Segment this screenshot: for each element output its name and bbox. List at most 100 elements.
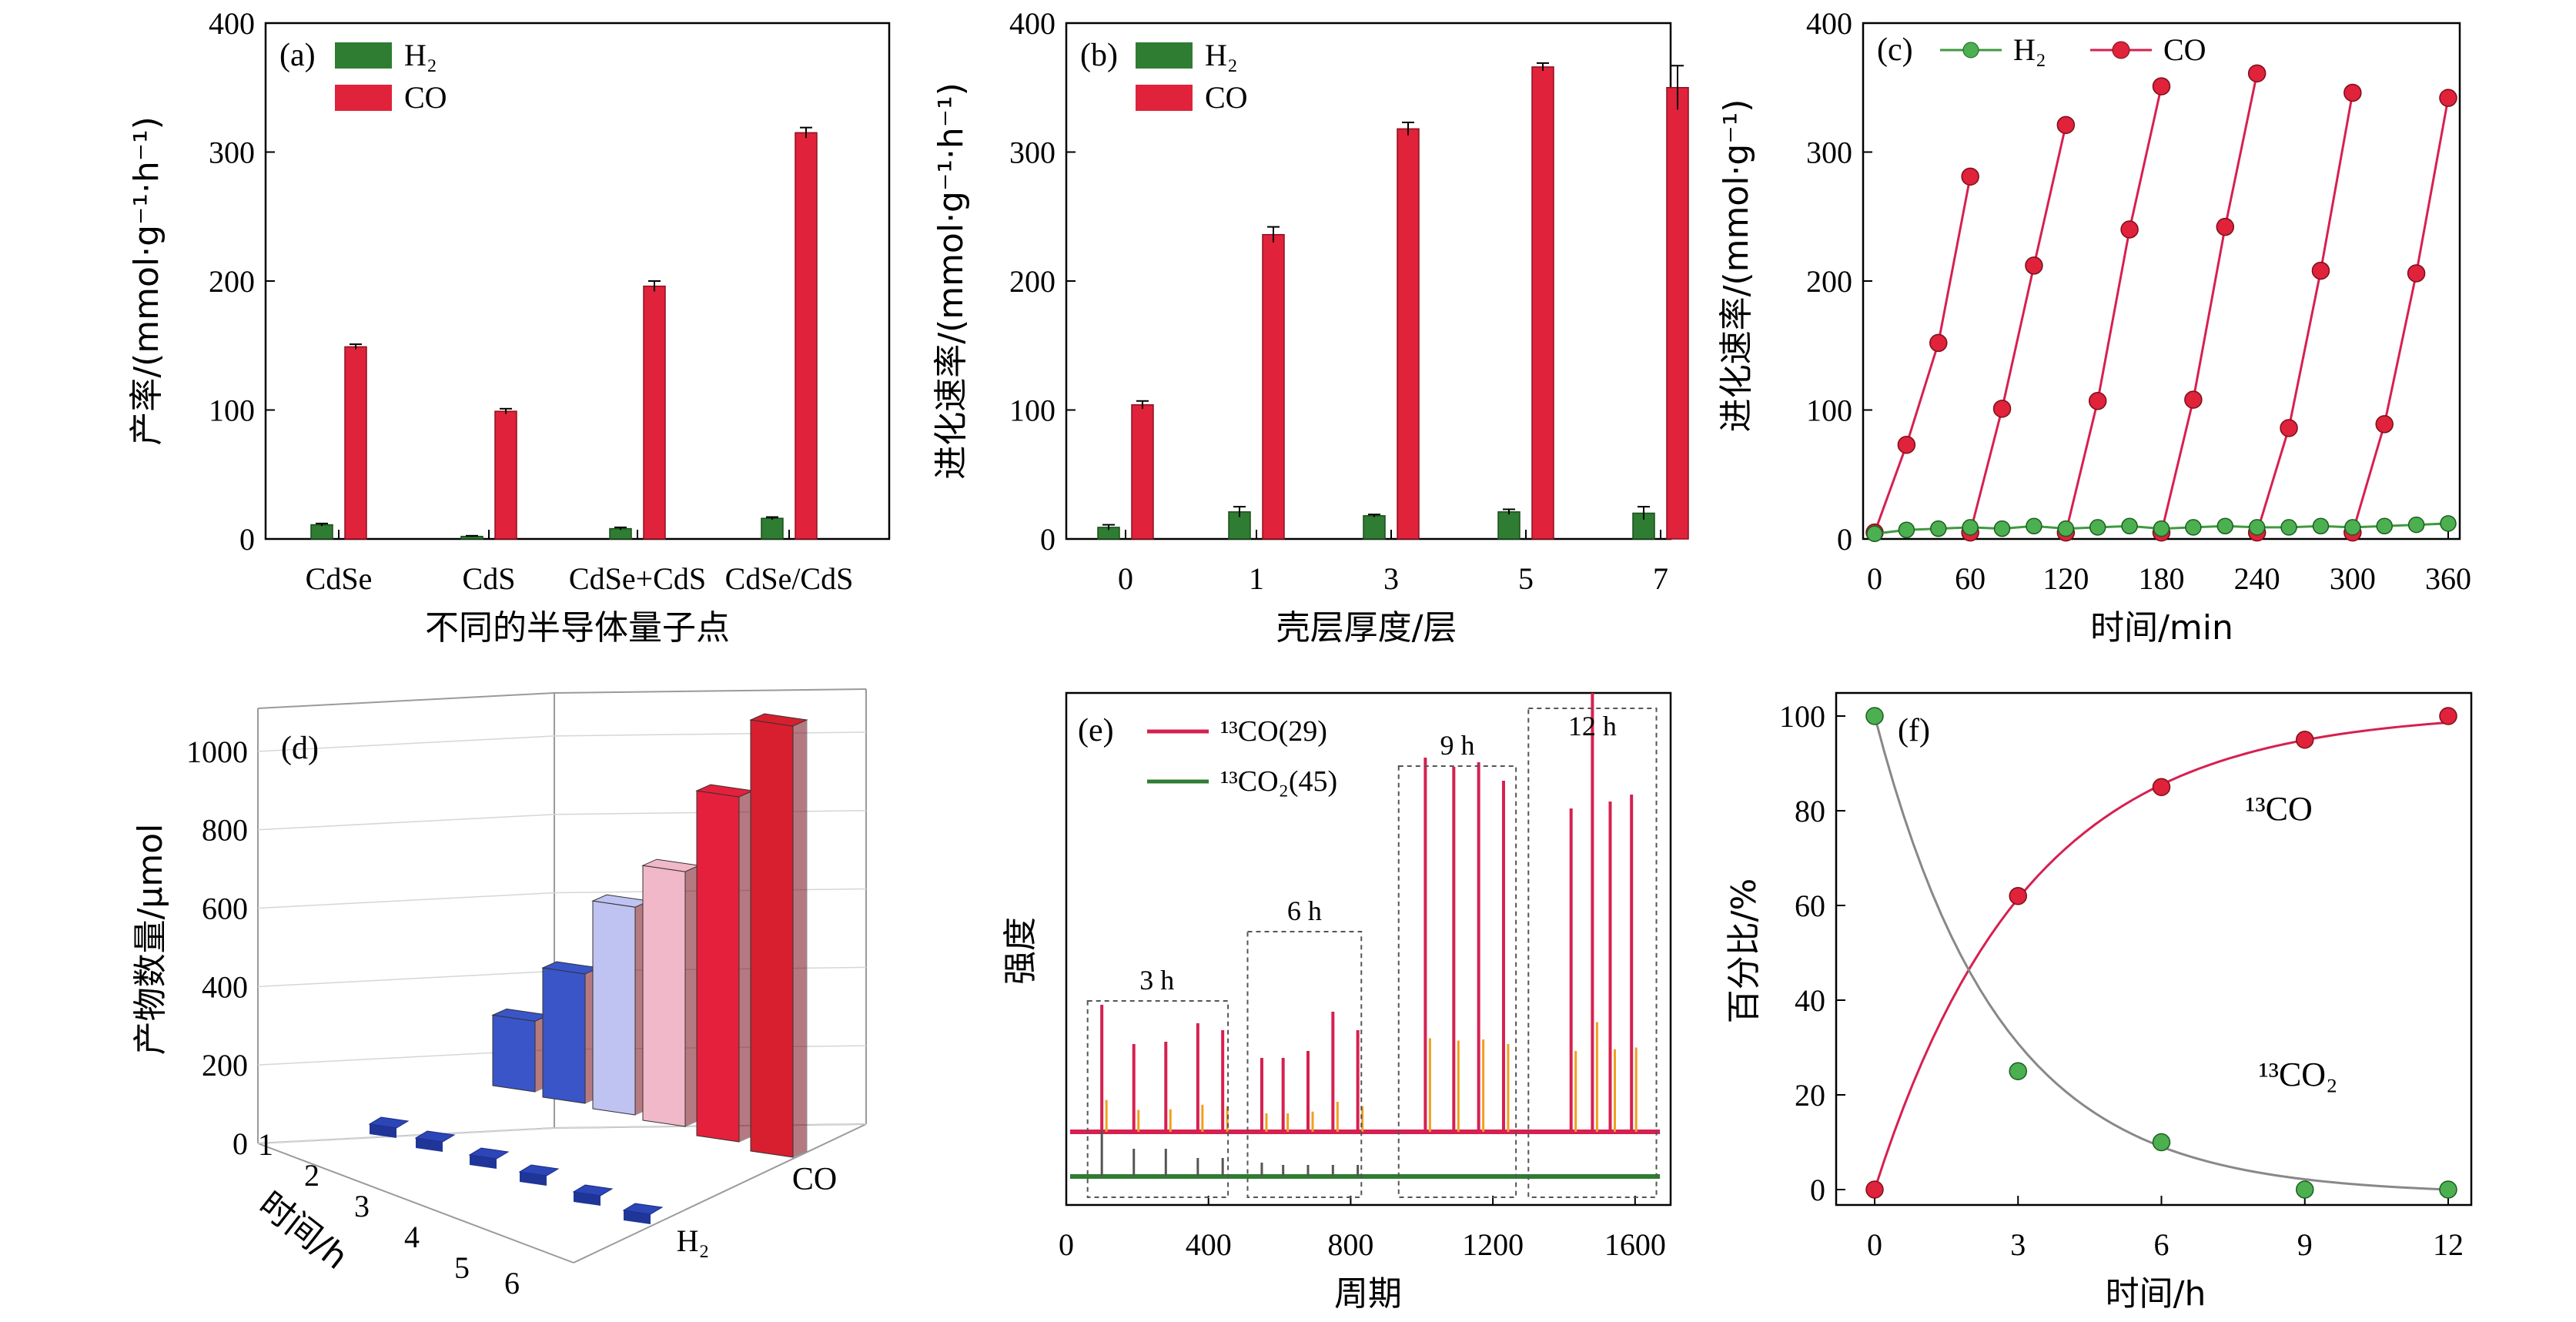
panel-label: (f) (1898, 713, 1930, 748)
x-tick-label: 0 (1118, 561, 1133, 596)
y-tick-label: 300 (1806, 136, 1852, 170)
co-bar (344, 346, 367, 540)
co-point (2407, 264, 2426, 283)
co-bar (1262, 233, 1285, 540)
h2-bar (761, 517, 784, 540)
run-label: 12 h (1568, 711, 1617, 741)
x-tick-label: 800 (1327, 1227, 1373, 1262)
co-point (2247, 64, 2267, 83)
annotation-13co2: ¹³CO₂ (2259, 1056, 2338, 1093)
x-tick-label: 400 (1186, 1227, 1232, 1262)
co-cycle-line (2064, 85, 2163, 533)
panel-a: 0 100 200 300 400 CdSe CdS CdSe+CdS CdSe/CdS H₂ CO… (127, 6, 891, 648)
panel-c: 0 100 200 300 400 0 60 120 180 240 300 360 H₂ CO (c) 时间… (1717, 6, 2471, 648)
y-axis-title: 强度 (1001, 917, 1040, 985)
x-axis-title: 不同的半导体量子点 (425, 608, 730, 648)
h2-point (2185, 519, 2202, 536)
legend-co-swatch (335, 85, 392, 111)
run-box (1527, 708, 1658, 1198)
co-point (2152, 77, 2171, 95)
co-bar-front (696, 790, 740, 1143)
h2-bar-side (370, 1124, 396, 1138)
run-box (1397, 765, 1517, 1198)
h2-point (2153, 520, 2170, 537)
panel-label: (b) (1080, 38, 1118, 73)
y-tick-label: 200 (209, 264, 255, 299)
x-tick-label: 3 (354, 1189, 370, 1223)
box-edge (554, 688, 867, 694)
h2-bar (609, 527, 632, 540)
y-axis-title: 进化速率/(mmol·g⁻¹) (1717, 99, 1756, 433)
h2-point (1962, 519, 1979, 536)
co-point (2280, 419, 2298, 437)
x-tick-label: 0 (1059, 1227, 1074, 1262)
run-box (1246, 931, 1363, 1198)
co-cycle-line (1969, 124, 2067, 533)
h2-point (2376, 517, 2393, 534)
y-tick-label: 300 (1009, 136, 1055, 170)
co-bar (1397, 128, 1420, 540)
h2-point (2057, 520, 2075, 537)
co-point (2025, 256, 2043, 275)
h2-bar (1497, 511, 1521, 540)
co2-point (2439, 1180, 2457, 1199)
co-point (1961, 167, 1979, 186)
legend-h2-label: H₂ (1205, 38, 1238, 72)
x-tick-label: 3 (1383, 561, 1399, 596)
h2-bar-side (520, 1172, 547, 1186)
legend-co-label: ¹³CO(29) (1220, 715, 1327, 748)
co-point (2152, 778, 2171, 796)
y-tick-label: 80 (1795, 794, 1825, 828)
h2-point (2312, 517, 2330, 534)
panel-d: 0 200 400 600 800 1000 12 345 6 时间/h CO H₂ (d) 产物数量/μ… (131, 688, 867, 1300)
x-tick-label: 12 (2433, 1227, 2464, 1262)
y-axis-title: 百分比/% (1725, 879, 1764, 1024)
run-label: 6 h (1287, 895, 1322, 926)
co-point (2088, 392, 2107, 410)
co-point (2296, 731, 2314, 749)
co-bar (1131, 404, 1154, 540)
co-point (1865, 1180, 1884, 1199)
co-point (2439, 707, 2457, 725)
y-tick-label: 0 (1810, 1173, 1825, 1207)
legend-h2-swatch (1136, 42, 1193, 69)
panel-label: (a) (279, 38, 316, 73)
co-bar-top (749, 713, 808, 727)
co-cycle-line (2256, 92, 2354, 534)
y-tick-label: 100 (1779, 699, 1825, 734)
x-tick-label: 360 (2425, 561, 2471, 596)
x-tick-label: 60 (1955, 561, 1986, 596)
h2-point (2026, 517, 2042, 534)
grid-line (257, 1127, 555, 1144)
co2-point (1865, 707, 1884, 725)
y-axis-title: 产物数量/μmol (131, 824, 170, 1056)
x-tick-label: 0 (1867, 1227, 1882, 1262)
z-tick-label: 600 (202, 892, 248, 926)
h2-point (2216, 517, 2234, 534)
y-tick-label: 200 (1806, 264, 1852, 299)
x-tick-label: CdS (463, 561, 516, 596)
co-point (2439, 89, 2457, 107)
co-bar (795, 132, 818, 540)
y-tick-label: 40 (1795, 983, 1825, 1018)
panel-f: 0 20 40 60 80 100 0 3 6 9 12 ¹³CO ¹³CO₂ (f) 时间/h 百分比/% (1725, 691, 2473, 1314)
h2-bar-side (416, 1138, 443, 1152)
grid-line (257, 735, 555, 752)
h2-point (2089, 519, 2106, 536)
z-tick-label: 400 (202, 969, 248, 1004)
co-point (2343, 83, 2362, 102)
y-tick-label: 100 (1806, 393, 1852, 428)
panel-label: (d) (281, 731, 319, 766)
h2-point (1930, 520, 1947, 537)
y-tick-label: 100 (1009, 393, 1055, 428)
co-point (2375, 415, 2394, 433)
x-tick-label: 3 (2010, 1227, 2026, 1262)
co-cycle-line (2160, 73, 2259, 533)
co-cycle-line (2351, 97, 2450, 534)
grid-line (554, 731, 867, 737)
legend-co-marker (2112, 41, 2130, 59)
co-bar-front (750, 719, 794, 1158)
y-tick-label: 0 (1837, 522, 1852, 557)
legend-co-label: CO (2163, 32, 2206, 67)
grid-line (257, 970, 555, 988)
